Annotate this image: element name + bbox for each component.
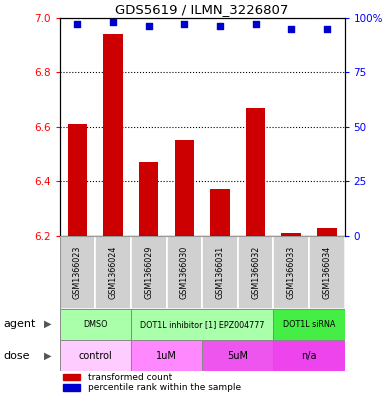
Point: [181, 21, 187, 28]
Bar: [309, 236, 345, 309]
Bar: [131, 236, 166, 309]
Bar: [273, 309, 345, 340]
Text: DMSO: DMSO: [83, 320, 107, 329]
Text: GSM1366032: GSM1366032: [251, 246, 260, 299]
Bar: [202, 340, 273, 371]
Bar: [273, 340, 345, 371]
Text: dose: dose: [4, 351, 30, 361]
Point: [288, 26, 294, 32]
Bar: [60, 309, 131, 340]
Bar: [131, 309, 273, 340]
Text: control: control: [79, 351, 112, 361]
Text: GSM1366030: GSM1366030: [180, 246, 189, 299]
Text: DOT1L siRNA: DOT1L siRNA: [283, 320, 335, 329]
Text: n/a: n/a: [301, 351, 317, 361]
Bar: [238, 236, 273, 309]
Point: [217, 23, 223, 29]
Bar: [95, 236, 131, 309]
Bar: [210, 189, 230, 236]
Text: percentile rank within the sample: percentile rank within the sample: [88, 383, 241, 392]
Title: GDS5619 / ILMN_3226807: GDS5619 / ILMN_3226807: [116, 4, 289, 17]
Bar: [60, 340, 131, 371]
Text: GSM1366031: GSM1366031: [216, 246, 224, 299]
Text: GSM1366024: GSM1366024: [109, 246, 117, 299]
Text: ▶: ▶: [44, 319, 52, 329]
Bar: [246, 108, 265, 236]
Bar: [174, 140, 194, 236]
Text: DOT1L inhibitor [1] EPZ004777: DOT1L inhibitor [1] EPZ004777: [140, 320, 264, 329]
Point: [110, 19, 116, 25]
Text: ▶: ▶: [44, 351, 52, 361]
Text: GSM1366034: GSM1366034: [322, 246, 331, 299]
Text: GSM1366033: GSM1366033: [287, 246, 296, 299]
Text: agent: agent: [4, 319, 36, 329]
Bar: [139, 162, 159, 236]
Bar: [131, 340, 202, 371]
Bar: [166, 236, 202, 309]
Text: GSM1366023: GSM1366023: [73, 246, 82, 299]
Text: transformed count: transformed count: [88, 373, 172, 382]
Point: [146, 23, 152, 29]
Bar: [273, 236, 309, 309]
Bar: [62, 373, 80, 380]
Bar: [202, 236, 238, 309]
Bar: [317, 228, 336, 236]
Bar: [62, 384, 80, 391]
Point: [324, 26, 330, 32]
Point: [253, 21, 259, 28]
Point: [74, 21, 80, 28]
Bar: [281, 233, 301, 236]
Text: 5uM: 5uM: [227, 351, 248, 361]
Bar: [60, 236, 95, 309]
Bar: [68, 124, 87, 236]
Text: 1uM: 1uM: [156, 351, 177, 361]
Text: GSM1366029: GSM1366029: [144, 245, 153, 299]
Bar: [103, 34, 123, 236]
